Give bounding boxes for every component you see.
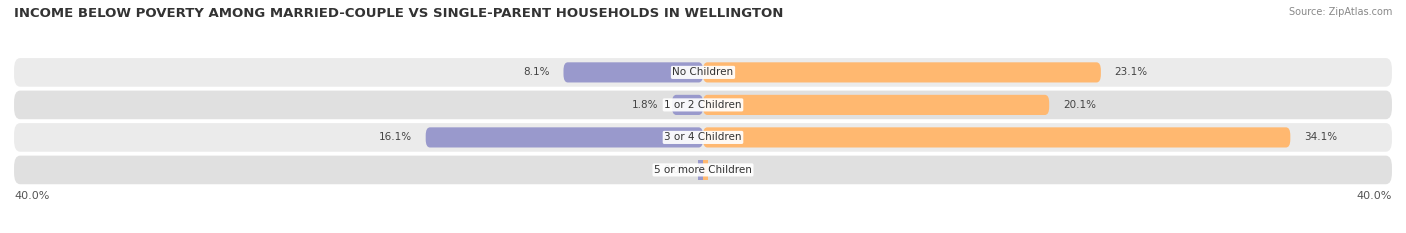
FancyBboxPatch shape <box>672 95 703 115</box>
Bar <box>703 160 709 180</box>
FancyBboxPatch shape <box>703 95 1049 115</box>
Text: 0.0%: 0.0% <box>664 165 689 175</box>
Text: 0.0%: 0.0% <box>717 165 742 175</box>
Text: 23.1%: 23.1% <box>1115 67 1147 77</box>
FancyBboxPatch shape <box>14 123 1392 152</box>
FancyBboxPatch shape <box>564 62 703 82</box>
FancyBboxPatch shape <box>703 127 1291 147</box>
Text: 8.1%: 8.1% <box>523 67 550 77</box>
Text: INCOME BELOW POVERTY AMONG MARRIED-COUPLE VS SINGLE-PARENT HOUSEHOLDS IN WELLING: INCOME BELOW POVERTY AMONG MARRIED-COUPL… <box>14 7 783 20</box>
Text: 3 or 4 Children: 3 or 4 Children <box>664 132 742 142</box>
FancyBboxPatch shape <box>14 58 1392 87</box>
FancyBboxPatch shape <box>426 127 703 147</box>
FancyBboxPatch shape <box>703 62 1101 82</box>
FancyBboxPatch shape <box>14 156 1392 184</box>
FancyBboxPatch shape <box>14 91 1392 119</box>
Text: Source: ZipAtlas.com: Source: ZipAtlas.com <box>1288 7 1392 17</box>
Text: 40.0%: 40.0% <box>14 191 49 201</box>
Text: 16.1%: 16.1% <box>378 132 412 142</box>
Text: 20.1%: 20.1% <box>1063 100 1095 110</box>
Text: 1.8%: 1.8% <box>631 100 658 110</box>
Text: No Children: No Children <box>672 67 734 77</box>
Bar <box>697 160 703 180</box>
Text: 5 or more Children: 5 or more Children <box>654 165 752 175</box>
Text: 40.0%: 40.0% <box>1357 191 1392 201</box>
Text: 1 or 2 Children: 1 or 2 Children <box>664 100 742 110</box>
Text: 34.1%: 34.1% <box>1305 132 1337 142</box>
